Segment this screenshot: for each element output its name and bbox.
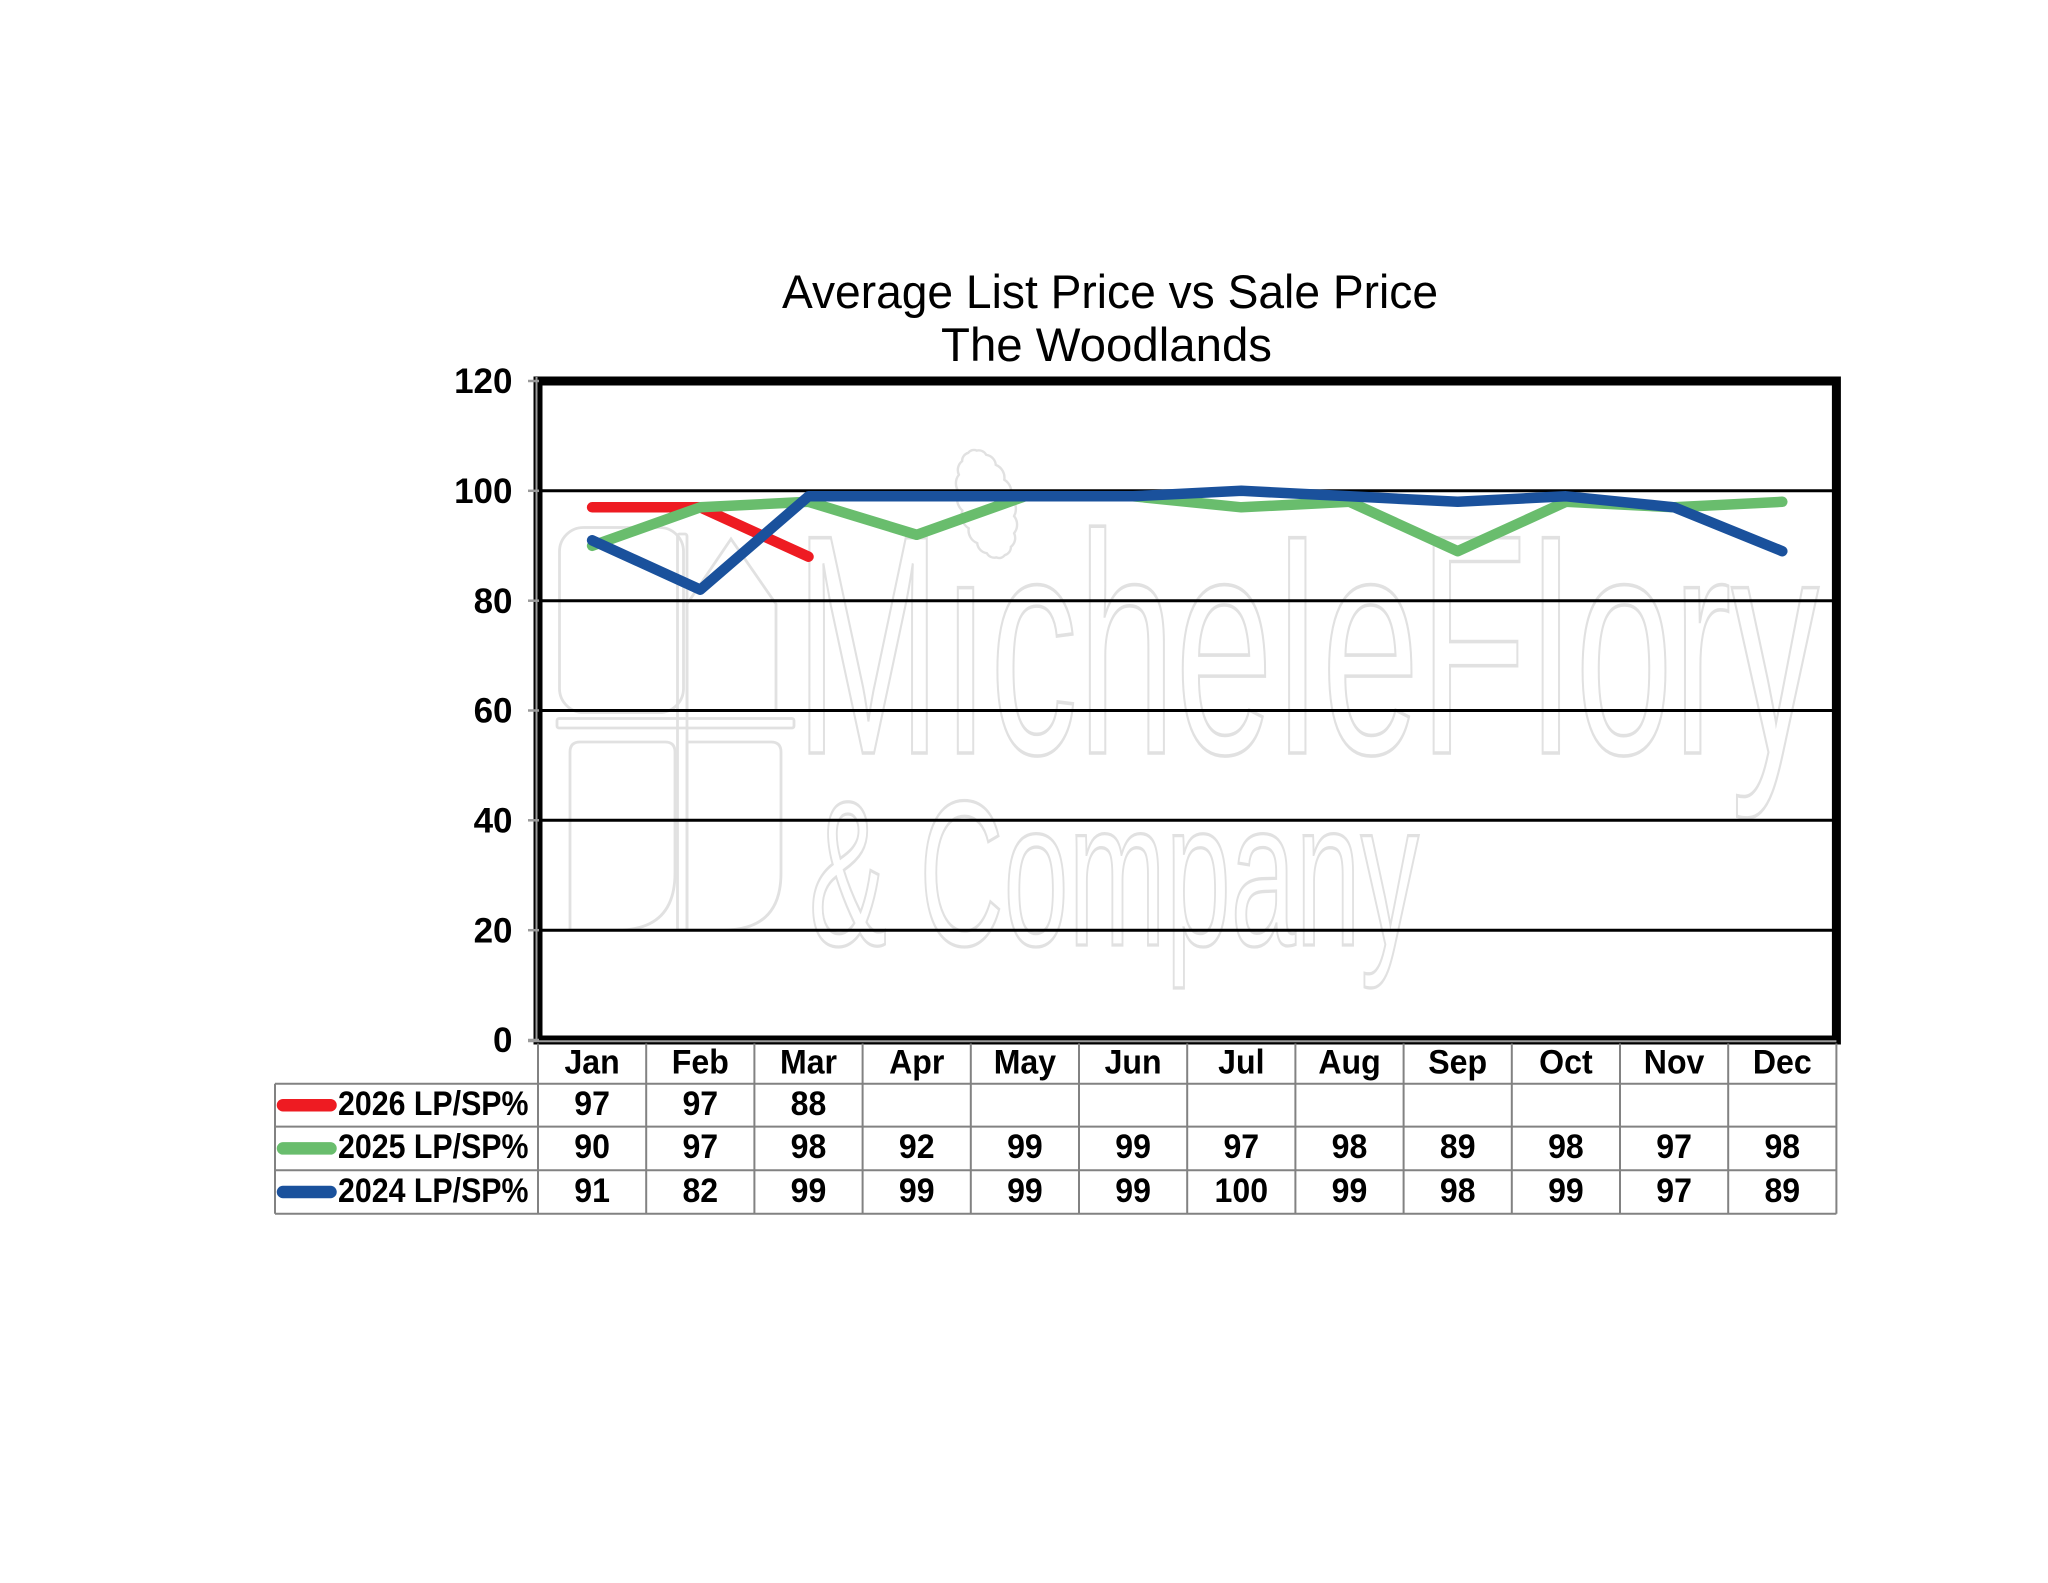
svg-text:99: 99 [1007, 1172, 1043, 1210]
svg-text:120: 120 [454, 362, 512, 401]
svg-text:97: 97 [682, 1128, 718, 1166]
svg-text:0: 0 [493, 1021, 512, 1060]
svg-text:98: 98 [1548, 1128, 1584, 1166]
svg-text:20: 20 [474, 911, 513, 950]
svg-text:97: 97 [574, 1085, 610, 1123]
svg-text:Feb: Feb [672, 1043, 729, 1081]
svg-text:Jul: Jul [1218, 1043, 1264, 1081]
svg-text:Mar: Mar [780, 1043, 837, 1081]
svg-text:90: 90 [574, 1128, 610, 1166]
svg-text:91: 91 [574, 1172, 610, 1210]
svg-text:Dec: Dec [1753, 1043, 1812, 1081]
svg-text:88: 88 [791, 1085, 827, 1123]
svg-text:89: 89 [1764, 1172, 1800, 1210]
svg-text:99: 99 [1007, 1128, 1043, 1166]
svg-text:2025 LP/SP%: 2025 LP/SP% [338, 1128, 529, 1166]
svg-text:May: May [994, 1043, 1057, 1081]
svg-text:The Woodlands: The Woodlands [941, 318, 1272, 371]
svg-text:2026 LP/SP%: 2026 LP/SP% [338, 1085, 529, 1123]
svg-text:Nov: Nov [1644, 1043, 1705, 1081]
svg-text:60: 60 [474, 692, 513, 731]
svg-text:40: 40 [474, 802, 513, 841]
svg-text:97: 97 [1223, 1128, 1259, 1166]
svg-text:Sep: Sep [1428, 1043, 1487, 1081]
svg-text:98: 98 [791, 1128, 827, 1166]
svg-text:97: 97 [1656, 1128, 1692, 1166]
svg-text:98: 98 [1332, 1128, 1368, 1166]
svg-text:98: 98 [1440, 1172, 1476, 1210]
svg-text:92: 92 [899, 1128, 935, 1166]
svg-text:99: 99 [1115, 1172, 1151, 1210]
svg-text:97: 97 [682, 1085, 718, 1123]
svg-text:MıcheIeFIory: MıcheIeFIory [795, 471, 1819, 821]
svg-text:89: 89 [1440, 1128, 1476, 1166]
svg-text:2024 LP/SP%: 2024 LP/SP% [338, 1172, 529, 1210]
svg-text:100: 100 [1215, 1172, 1269, 1210]
svg-text:100: 100 [454, 472, 512, 511]
svg-text:Jan: Jan [564, 1043, 619, 1081]
svg-text:Jun: Jun [1105, 1043, 1162, 1081]
svg-text:98: 98 [1764, 1128, 1800, 1166]
svg-text:99: 99 [899, 1172, 935, 1210]
svg-text:Apr: Apr [889, 1043, 944, 1081]
svg-text:99: 99 [1548, 1172, 1584, 1210]
svg-text:99: 99 [1332, 1172, 1368, 1210]
svg-text:Average List Price vs Sale Pri: Average List Price vs Sale Price [782, 265, 1438, 318]
svg-text:80: 80 [474, 582, 513, 621]
svg-text:Oct: Oct [1539, 1043, 1592, 1081]
svg-text:99: 99 [1115, 1128, 1151, 1166]
svg-text:97: 97 [1656, 1172, 1692, 1210]
svg-text:82: 82 [682, 1172, 718, 1210]
svg-text:& Company: & Company [809, 758, 1419, 989]
svg-text:Aug: Aug [1318, 1043, 1380, 1081]
svg-text:99: 99 [791, 1172, 827, 1210]
